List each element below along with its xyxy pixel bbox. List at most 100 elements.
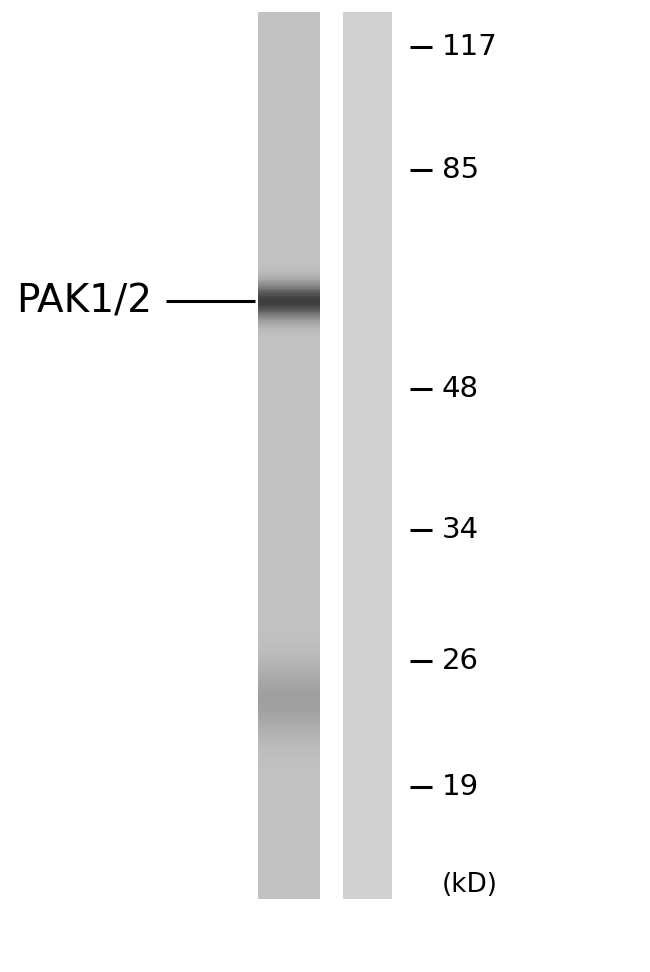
Bar — [343, 828, 392, 830]
Bar — [258, 532, 320, 534]
Bar — [258, 656, 320, 658]
Bar — [343, 759, 392, 761]
Bar — [258, 746, 320, 748]
Bar — [343, 661, 392, 663]
Bar — [258, 631, 320, 633]
Bar — [343, 506, 392, 508]
Bar — [343, 792, 392, 794]
Bar — [343, 590, 392, 592]
Bar — [343, 33, 392, 35]
Bar — [343, 538, 392, 540]
Bar — [258, 702, 320, 704]
Bar — [343, 555, 392, 557]
Bar — [258, 667, 320, 669]
Bar — [343, 191, 392, 192]
Bar — [343, 620, 392, 622]
Bar — [258, 74, 320, 76]
Bar — [343, 130, 392, 132]
Bar — [258, 626, 320, 628]
Bar — [343, 874, 392, 876]
Bar — [258, 56, 320, 57]
Bar — [258, 502, 320, 503]
Bar — [258, 139, 320, 141]
Bar — [343, 475, 392, 476]
Bar — [343, 892, 392, 894]
Bar — [343, 97, 392, 98]
Bar — [343, 345, 392, 347]
Bar — [258, 52, 320, 54]
Bar — [258, 748, 320, 750]
Bar — [258, 85, 320, 87]
Bar — [343, 324, 392, 326]
Bar — [258, 555, 320, 557]
Bar — [343, 768, 392, 770]
Bar — [258, 37, 320, 38]
Bar — [258, 211, 320, 212]
Bar — [258, 166, 320, 168]
Bar — [343, 805, 392, 807]
Bar — [258, 745, 320, 746]
Bar — [258, 26, 320, 27]
Bar — [343, 865, 392, 867]
Bar — [343, 519, 392, 521]
Bar — [258, 253, 320, 255]
Bar — [343, 207, 392, 209]
Bar — [343, 272, 392, 274]
Bar — [343, 576, 392, 577]
Bar — [258, 351, 320, 353]
Bar — [258, 16, 320, 17]
Bar — [343, 813, 392, 814]
Bar — [258, 718, 320, 720]
Bar — [343, 770, 392, 772]
Bar — [258, 33, 320, 35]
Bar — [343, 326, 392, 328]
Bar — [343, 203, 392, 205]
Bar — [258, 869, 320, 871]
Bar — [343, 746, 392, 748]
Bar — [258, 542, 320, 544]
Bar — [258, 289, 320, 291]
Bar — [258, 814, 320, 816]
Bar — [343, 615, 392, 617]
Bar — [343, 772, 392, 773]
Bar — [258, 764, 320, 766]
Bar — [343, 233, 392, 235]
Bar — [258, 29, 320, 31]
Bar — [343, 505, 392, 506]
Bar — [258, 486, 320, 487]
Bar — [258, 175, 320, 177]
Bar — [258, 487, 320, 489]
Bar — [343, 390, 392, 392]
Bar — [343, 873, 392, 874]
Bar — [258, 731, 320, 732]
Bar — [258, 871, 320, 873]
Bar — [343, 416, 392, 418]
Bar — [258, 583, 320, 585]
Bar — [343, 37, 392, 38]
Bar — [258, 68, 320, 70]
Bar — [258, 547, 320, 549]
Bar — [258, 97, 320, 98]
Bar — [343, 762, 392, 764]
Bar — [343, 145, 392, 147]
Bar — [258, 159, 320, 160]
Bar — [343, 323, 392, 324]
Bar — [343, 177, 392, 179]
Bar — [258, 283, 320, 285]
Bar — [258, 727, 320, 729]
Bar — [343, 49, 392, 51]
Bar — [343, 255, 392, 257]
Bar — [258, 276, 320, 278]
Bar — [343, 111, 392, 113]
Bar — [343, 291, 392, 293]
Bar — [258, 537, 320, 538]
Bar — [343, 170, 392, 171]
Bar — [258, 573, 320, 574]
Bar — [343, 450, 392, 452]
Text: 34: 34 — [442, 516, 479, 543]
Bar — [343, 252, 392, 253]
Bar — [343, 162, 392, 164]
Bar — [258, 738, 320, 740]
Bar — [258, 248, 320, 250]
Bar — [343, 658, 392, 659]
